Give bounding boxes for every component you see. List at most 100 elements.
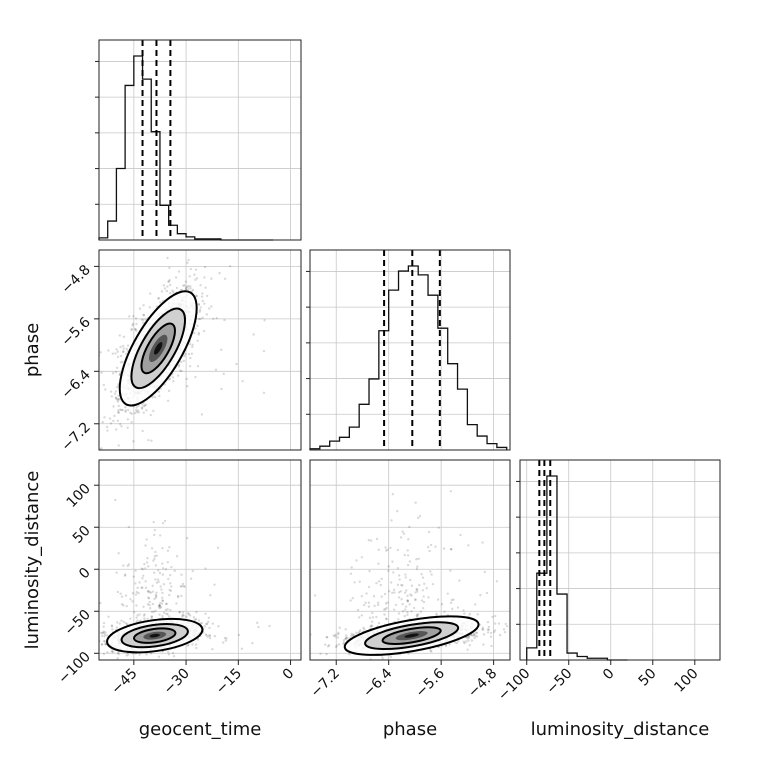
sample-point <box>186 385 189 388</box>
sample-point <box>175 555 179 558</box>
geocent_time-histogram-frame <box>98 39 302 241</box>
sample-point <box>191 569 194 573</box>
sample-point <box>475 635 479 638</box>
luminosity_distance-histogram-frame <box>519 459 721 661</box>
sample-point <box>80 589 82 591</box>
sample-point <box>170 565 173 569</box>
sample-point <box>465 640 468 643</box>
sample-point <box>125 347 128 351</box>
sample-point <box>143 562 146 566</box>
sample-point <box>144 580 147 583</box>
sample-point <box>92 623 94 625</box>
sample-point <box>114 390 118 393</box>
sample-point <box>141 429 144 433</box>
sample-point <box>124 594 128 597</box>
sample-point <box>166 549 170 552</box>
sample-point <box>152 533 156 537</box>
sample-point <box>486 620 490 624</box>
sample-point <box>467 639 470 642</box>
sample-point <box>145 538 148 541</box>
sample-point <box>142 411 145 414</box>
sample-point <box>344 637 348 640</box>
sample-point <box>117 653 120 656</box>
sample-point <box>119 592 122 595</box>
sample-point <box>120 602 124 606</box>
sample-point <box>375 581 378 585</box>
sample-point <box>486 631 490 634</box>
sample-point <box>145 653 148 656</box>
sample-point <box>415 558 418 561</box>
sample-point <box>171 651 175 655</box>
sample-point <box>193 331 196 335</box>
sample-point <box>105 425 109 429</box>
sample-point <box>482 633 486 636</box>
sample-point <box>204 567 207 570</box>
sample-point <box>107 615 110 618</box>
sample-point <box>132 315 135 318</box>
sample-point <box>169 589 173 593</box>
sample-point <box>141 586 144 589</box>
sample-point <box>376 603 380 607</box>
sample-point <box>334 633 337 637</box>
sample-point <box>112 419 115 423</box>
sample-point <box>127 653 130 656</box>
sample-point <box>118 622 122 625</box>
sample-point <box>494 614 497 618</box>
sample-point <box>406 549 409 552</box>
sample-point <box>152 520 155 524</box>
sample-point <box>160 602 164 605</box>
sample-point <box>147 589 150 593</box>
sample-point <box>387 565 390 568</box>
sample-point <box>117 552 120 555</box>
sample-point <box>367 585 371 589</box>
sample-point <box>187 643 190 647</box>
sample-point <box>150 547 154 550</box>
sample-point <box>125 352 128 356</box>
sample-point <box>130 420 133 424</box>
sample-point <box>342 642 345 646</box>
sample-point <box>201 299 204 303</box>
sample-point <box>142 404 146 408</box>
sample-point <box>262 349 266 353</box>
sample-point <box>325 636 329 639</box>
sample-point <box>87 639 89 641</box>
sample-point <box>356 608 360 612</box>
sample-point <box>178 610 182 614</box>
sample-point <box>463 641 466 645</box>
sample-point <box>570 637 572 639</box>
sample-point <box>159 605 163 609</box>
sample-point <box>414 501 417 504</box>
sample-point <box>127 408 130 412</box>
sample-point <box>166 613 169 616</box>
sample-point <box>178 363 181 367</box>
sample-point <box>397 591 401 594</box>
sample-point <box>189 285 192 288</box>
sample-point <box>120 619 123 622</box>
sample-point <box>194 268 198 271</box>
sample-point <box>420 572 423 576</box>
sample-point <box>102 639 106 643</box>
sample-point <box>132 575 136 578</box>
sample-point <box>158 604 161 607</box>
sample-point <box>368 616 372 620</box>
sample-point <box>385 617 388 620</box>
sample-point <box>211 648 214 651</box>
sample-point <box>268 624 271 628</box>
geocent_time_phase-panel <box>99 250 301 450</box>
sample-point <box>466 637 469 640</box>
sample-point <box>205 622 209 625</box>
sample-point <box>491 615 494 619</box>
sample-point <box>172 654 176 658</box>
sample-point <box>178 611 181 614</box>
sample-point <box>415 613 419 617</box>
sample-point <box>182 284 185 287</box>
sample-point <box>88 639 90 641</box>
sample-point <box>349 572 353 575</box>
sample-point <box>194 618 198 621</box>
sample-point <box>191 643 194 646</box>
sample-point <box>131 592 135 595</box>
sample-point <box>350 632 353 636</box>
sample-point <box>616 630 618 632</box>
sample-point <box>195 646 198 650</box>
sample-point <box>116 355 120 359</box>
